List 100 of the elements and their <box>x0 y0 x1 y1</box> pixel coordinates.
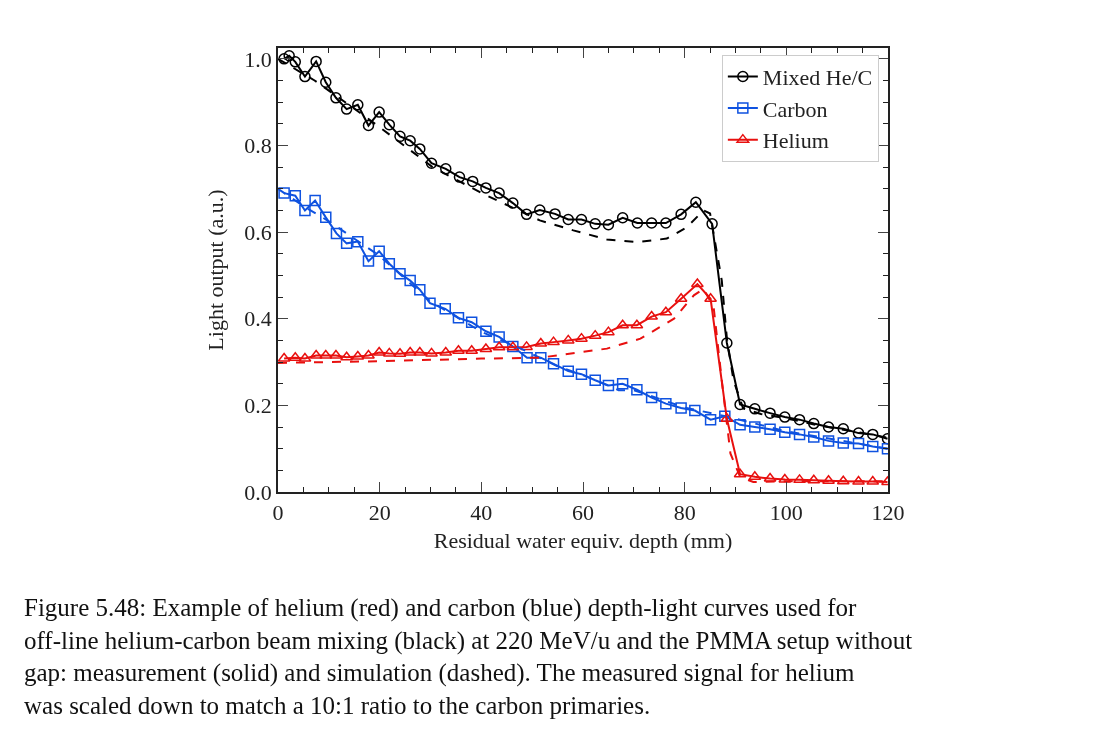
point <box>465 316 478 328</box>
y-tick-label: 0.2 <box>244 393 272 419</box>
point <box>616 212 629 224</box>
point <box>778 473 792 483</box>
x-tick-label: 20 <box>368 500 391 526</box>
point <box>602 218 615 231</box>
point <box>319 349 333 359</box>
x-tick-label: 60 <box>572 500 594 526</box>
point <box>822 474 836 484</box>
point <box>424 297 436 309</box>
point <box>793 413 806 426</box>
point <box>534 204 546 216</box>
point <box>362 255 375 267</box>
point <box>493 187 505 199</box>
x-tick-label: 40 <box>470 500 493 526</box>
point <box>836 475 850 485</box>
point <box>330 92 342 104</box>
point <box>535 351 547 364</box>
x-tick-label: 0 <box>272 500 284 526</box>
point <box>852 427 865 439</box>
point <box>466 175 479 188</box>
point <box>645 217 658 229</box>
point <box>298 352 312 362</box>
point <box>867 428 879 441</box>
point <box>361 349 375 359</box>
point <box>659 306 673 316</box>
point <box>690 278 704 288</box>
point <box>721 337 733 349</box>
point <box>394 130 406 143</box>
point <box>452 312 465 324</box>
point <box>480 325 492 338</box>
point <box>414 143 426 155</box>
point <box>480 182 492 194</box>
point <box>631 217 644 229</box>
point <box>329 349 343 359</box>
point <box>373 245 385 257</box>
point <box>764 423 776 435</box>
point <box>734 398 746 411</box>
point <box>706 218 718 230</box>
point <box>793 428 806 441</box>
y-tick-label: 0.4 <box>244 306 272 332</box>
point <box>822 421 835 433</box>
point <box>749 421 761 433</box>
point <box>479 343 493 353</box>
point <box>660 217 672 229</box>
point <box>734 419 746 431</box>
point <box>589 218 601 230</box>
point <box>299 70 311 83</box>
point <box>372 346 386 356</box>
point <box>808 431 820 443</box>
point <box>807 474 821 484</box>
point <box>340 351 354 361</box>
point <box>465 345 479 355</box>
point <box>414 283 426 296</box>
point <box>852 475 866 485</box>
point <box>733 468 747 478</box>
point <box>704 293 718 303</box>
point <box>283 50 295 62</box>
point <box>779 426 791 438</box>
point <box>674 293 688 303</box>
point <box>309 194 321 207</box>
point <box>278 187 290 199</box>
point <box>394 267 406 280</box>
point <box>507 197 519 209</box>
point <box>852 437 865 450</box>
x-tick-label: 80 <box>673 500 696 526</box>
point <box>373 106 385 118</box>
y-tick-label: 0.6 <box>244 219 272 245</box>
point <box>520 208 533 221</box>
point <box>748 471 762 481</box>
point <box>289 56 302 68</box>
point <box>866 475 880 485</box>
point <box>534 337 548 347</box>
point <box>425 347 439 357</box>
point <box>779 411 791 423</box>
point <box>340 237 353 250</box>
point <box>645 310 659 320</box>
point <box>289 189 302 202</box>
point <box>320 76 332 88</box>
point <box>645 391 658 404</box>
y-tick-label: 0.8 <box>244 133 272 159</box>
point <box>310 55 322 68</box>
point <box>382 347 396 357</box>
point <box>575 368 588 380</box>
point <box>403 346 417 356</box>
point <box>520 341 534 351</box>
point <box>404 134 416 147</box>
point <box>352 235 364 248</box>
point <box>660 397 672 410</box>
point <box>425 157 438 169</box>
point <box>383 257 396 270</box>
point <box>440 163 452 175</box>
point <box>330 227 343 240</box>
point <box>689 404 701 417</box>
point <box>602 379 615 392</box>
point <box>561 334 575 344</box>
point <box>383 118 396 131</box>
point <box>575 213 588 226</box>
point <box>704 413 717 426</box>
point <box>278 53 290 65</box>
